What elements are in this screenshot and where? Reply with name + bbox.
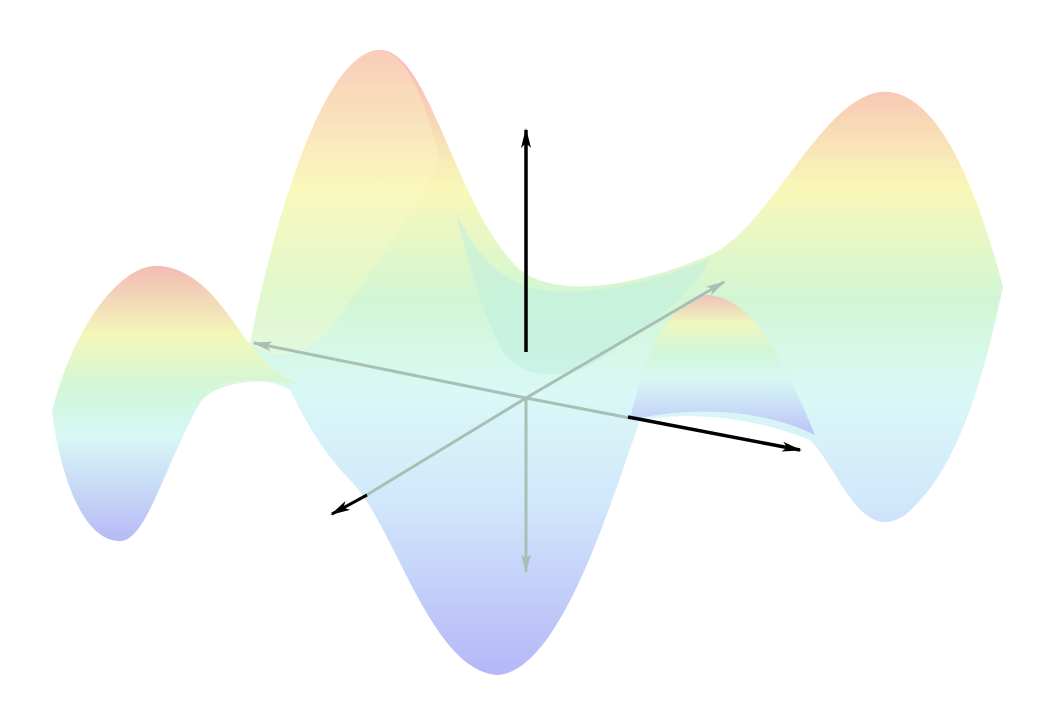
y-axis-front-hidden bbox=[364, 396, 527, 498]
x-axis-front-hidden bbox=[525, 396, 631, 420]
surface-right-bump bbox=[630, 295, 815, 435]
surface-left-lobe bbox=[52, 265, 300, 542]
axes bbox=[252, 128, 802, 574]
surface-bowl bbox=[455, 210, 710, 375]
x-axis-front bbox=[627, 415, 802, 452]
x-axis-back bbox=[252, 341, 527, 400]
surface-ridge-highlight bbox=[250, 49, 440, 355]
surface bbox=[52, 49, 1003, 675]
y-axis-back bbox=[525, 280, 726, 400]
y-axis-front bbox=[330, 493, 368, 516]
